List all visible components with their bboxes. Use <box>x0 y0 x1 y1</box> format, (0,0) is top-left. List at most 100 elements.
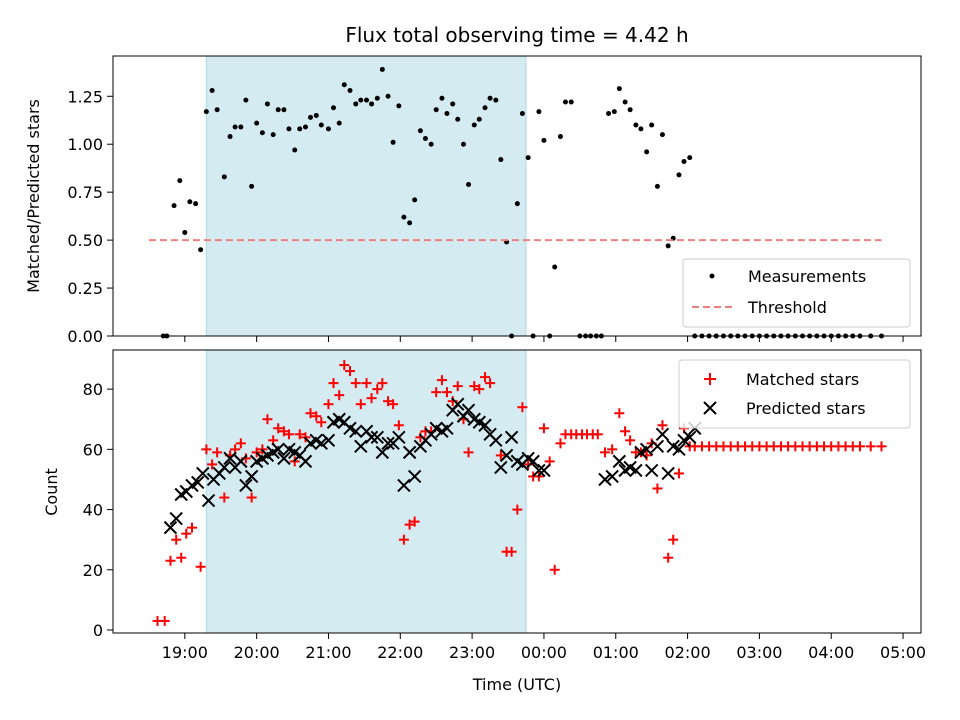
measurement-point <box>455 116 461 122</box>
top-panel-shaded-span <box>205 55 527 337</box>
measurement-point <box>209 88 215 94</box>
top-panel-y-label: Matched/Predicted stars <box>24 99 43 293</box>
measurement-point <box>401 214 407 220</box>
x-tick-label: 20:00 <box>234 643 280 662</box>
measurement-point <box>557 134 563 140</box>
predicted-star-point <box>321 433 336 448</box>
measurement-point <box>341 82 347 88</box>
measurement-point <box>369 101 375 107</box>
predicted-star-point <box>440 421 454 435</box>
bottom-legend-box <box>678 359 911 429</box>
predicted-star-point <box>683 430 697 445</box>
measurement-point <box>568 99 574 105</box>
legend-threshold-label: Threshold <box>747 298 827 317</box>
measurement-point <box>385 93 391 99</box>
measurement-point <box>336 120 342 126</box>
measurement-point <box>259 130 265 136</box>
matched-star-point <box>350 378 361 389</box>
matched-star-point <box>409 516 420 527</box>
top-y-tick-label: 0.75 <box>67 183 103 202</box>
predicted-star-point <box>349 424 363 438</box>
matched-star-point <box>549 564 560 575</box>
measurement-point <box>541 137 547 143</box>
measurement-point <box>281 107 287 113</box>
measurement-point <box>493 97 499 103</box>
matched-star-point <box>625 435 636 446</box>
matched-star-point <box>495 450 506 461</box>
matched-star-point <box>876 441 887 452</box>
matched-star-point <box>506 546 517 557</box>
matched-star-point <box>187 522 198 533</box>
measurement-point <box>450 101 456 107</box>
measurement-point <box>232 124 238 130</box>
bottom-y-tick-label: 80 <box>83 380 103 399</box>
matched-star-point <box>383 396 394 407</box>
measurement-point <box>611 109 617 115</box>
top-legend-box <box>682 258 911 328</box>
matched-star-point <box>436 375 447 386</box>
measurement-point <box>374 95 380 101</box>
predicted-star-point <box>314 436 328 451</box>
matched-star-point <box>195 561 206 572</box>
matched-star-point <box>388 399 399 410</box>
matched-star-point <box>377 378 388 389</box>
predicted-star-point <box>239 478 253 493</box>
top-y-tick-label: 0.25 <box>67 279 103 298</box>
matched-star-point <box>278 426 289 437</box>
measurement-point <box>433 107 439 113</box>
legend-predicted-label: Predicted stars <box>746 399 866 418</box>
x-tick-label: 04:00 <box>808 643 854 662</box>
measurement-point <box>193 201 199 207</box>
measurement-point <box>562 99 568 105</box>
measurement-point <box>412 197 418 203</box>
measurement-point <box>422 135 428 141</box>
measurement-point <box>292 147 298 153</box>
predicted-star-point <box>271 442 285 457</box>
matched-star-point <box>538 423 549 434</box>
measurement-point <box>270 132 276 138</box>
matched-star-point <box>323 399 334 410</box>
predicted-star-point <box>504 430 519 445</box>
x-tick-label: 23:00 <box>449 643 495 662</box>
bottom-panel-shaded-span <box>205 349 527 634</box>
measurement-point <box>638 126 644 132</box>
measurement-point <box>264 101 270 107</box>
measurement-point <box>536 109 542 115</box>
matched-star-point <box>165 555 176 566</box>
predicted-star-point <box>650 439 665 454</box>
x-tick-label: 03:00 <box>736 643 782 662</box>
measurement-point <box>659 132 665 138</box>
measurement-point <box>498 157 504 163</box>
matched-star-point <box>469 381 480 392</box>
bottom-panel-x-axis: 19:00 20:00 21:00 22:00 23:00 00:00 01:00 02:00… <box>162 633 926 662</box>
predicted-star-point <box>629 463 643 478</box>
measurement-point <box>379 66 385 72</box>
matched-star-point <box>512 504 523 515</box>
bottom-panel: 0 20 40 60 80 19:00 20:00 21:00 22:00 23:00 00:00… <box>42 349 926 694</box>
matched-star-point <box>273 423 284 434</box>
measurement-point <box>249 183 255 189</box>
predicted-star-point <box>402 445 417 460</box>
top-y-tick-label: 1.25 <box>67 87 103 106</box>
predicted-star-point <box>244 469 259 484</box>
legend-matched-label: Matched stars <box>746 370 859 389</box>
matched-star-point <box>246 492 257 503</box>
top-y-tick-label: 0.00 <box>67 327 103 346</box>
measurement-point <box>676 172 682 178</box>
matched-star-point <box>235 438 246 449</box>
measurement-point <box>227 134 233 140</box>
matched-star-point <box>614 408 625 419</box>
measurement-point <box>606 111 612 117</box>
measurement-point <box>198 247 204 253</box>
measurement-point <box>187 199 193 205</box>
predicted-star-point <box>672 442 686 457</box>
measurement-point <box>254 120 260 126</box>
matched-star-point <box>673 468 684 479</box>
matched-star-point <box>361 378 372 389</box>
matched-star-point <box>171 534 182 545</box>
measurement-point <box>444 111 450 117</box>
measurement-point <box>214 107 220 113</box>
matched-star-point <box>517 402 528 413</box>
bottom-panel-marks <box>152 360 887 626</box>
measurement-point <box>330 105 336 111</box>
